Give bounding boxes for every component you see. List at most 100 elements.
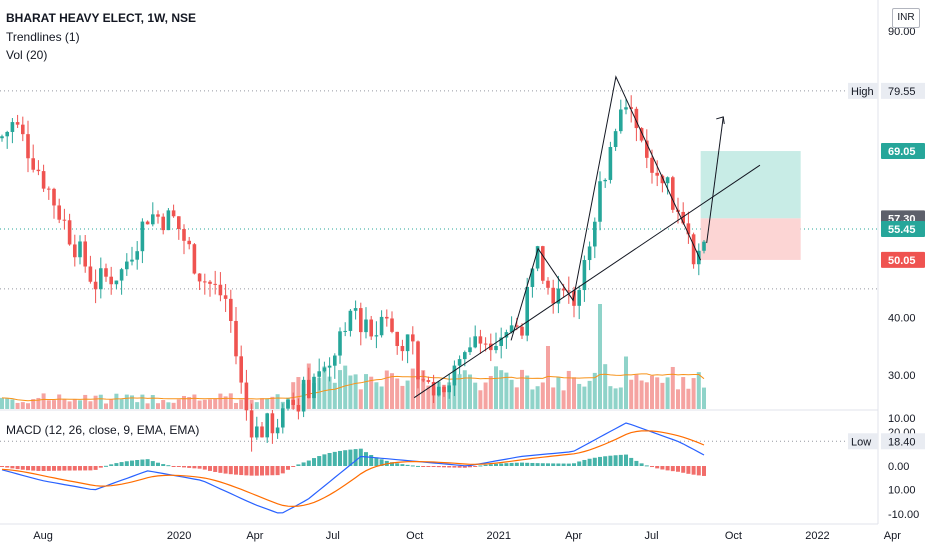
time-tick-label: Oct (406, 530, 423, 542)
macd-histogram-bar (603, 456, 608, 466)
macd-line (1, 422, 705, 514)
volume-bar (41, 393, 46, 409)
macd-histogram-bar (483, 464, 488, 466)
candle-body (660, 175, 665, 184)
candle-body (691, 234, 696, 265)
candle-body (665, 177, 670, 184)
candle-body (697, 250, 701, 265)
candle-body (291, 399, 295, 405)
candle-body (229, 298, 233, 321)
macd-pane (0, 422, 706, 514)
volume-bar (317, 377, 322, 409)
volume-bar (20, 402, 25, 409)
macd-histogram-bar (301, 462, 306, 466)
candle-body (244, 382, 249, 411)
macd-histogram-bar (478, 465, 483, 467)
volume-bar (676, 389, 680, 409)
macd-histogram-bar (655, 466, 660, 469)
volume-indicator-label[interactable]: Vol (20) (6, 48, 48, 62)
candle-body (0, 136, 4, 139)
macd-histogram-bar (109, 464, 114, 466)
candle-body (598, 181, 602, 222)
candle-body (416, 341, 420, 380)
candle-body (587, 246, 592, 261)
macd-histogram-bar (431, 466, 436, 467)
candle-body (478, 336, 483, 344)
macd-indicator-label[interactable]: MACD (12, 26, close, 9, EMA, EMA) (6, 423, 200, 437)
candle-body (426, 380, 431, 382)
macd-histogram-bar (535, 463, 540, 466)
candle-body (265, 413, 269, 438)
macd-histogram-bar (114, 463, 119, 466)
macd-histogram-bar (46, 466, 51, 471)
macd-histogram-bar (57, 466, 62, 471)
candle-body (322, 367, 327, 372)
candle-body (473, 336, 477, 348)
volume-bar (577, 383, 582, 409)
candle-body (338, 331, 342, 356)
macd-histogram-bar (244, 466, 249, 476)
volume-bar (135, 402, 140, 409)
volume-bar (582, 386, 587, 409)
volume-bar (421, 370, 426, 409)
volume-bar (192, 394, 197, 409)
candle-body (405, 334, 410, 352)
arrow-head (716, 116, 725, 125)
macd-histogram-bar (312, 458, 316, 466)
symbol-title[interactable]: BHARAT HEAVY ELECT, 1W, NSE (6, 11, 197, 25)
macd-histogram-bar (239, 466, 244, 476)
candle-body (213, 283, 217, 285)
position-zones[interactable] (700, 151, 801, 260)
volume-bar (213, 398, 218, 409)
macd-histogram-bar (124, 461, 129, 466)
candle-body (457, 359, 462, 366)
volume-bar (364, 374, 368, 409)
volume-bar (561, 390, 566, 409)
volume-bar (10, 399, 15, 409)
macd-histogram-bar (473, 466, 478, 467)
volume-bar (62, 399, 67, 409)
candle-body (639, 128, 644, 141)
volume-bar (410, 368, 415, 409)
volume-bar (156, 403, 160, 409)
volume-bar (426, 385, 431, 409)
volume-bar (270, 396, 275, 409)
candle-body (99, 268, 103, 290)
trendlines-indicator-label[interactable]: Trendlines (1) (6, 30, 80, 44)
stop-price-badge: 50.05 (888, 255, 916, 267)
macd-histogram-bar (348, 449, 353, 466)
candle-body (333, 355, 337, 366)
volume-bar (218, 393, 223, 409)
macd-histogram-bar (546, 463, 550, 466)
macd-histogram-bar (416, 465, 420, 467)
low-label-bg (848, 433, 878, 450)
time-tick-label: Apr (565, 530, 582, 542)
price-tick-label: 90.00 (888, 26, 916, 38)
volume-bar (72, 399, 77, 409)
price-axis[interactable]: 90.0050.0040.0030.0020.0010.0010.000.00-… (848, 26, 925, 521)
volume-bar (31, 399, 36, 409)
macd-histogram-bar (260, 466, 264, 476)
candle-body (379, 316, 384, 336)
macd-histogram-bar (145, 459, 150, 466)
volume-bar (109, 399, 114, 409)
candle-body (286, 399, 290, 409)
volume-bars (0, 304, 706, 409)
volume-bar (509, 379, 514, 409)
currency-button[interactable]: INR (892, 8, 920, 28)
candle-body (130, 259, 134, 262)
volume-bar (530, 389, 535, 409)
candle-body (145, 221, 150, 225)
macd-histogram-bar (353, 449, 358, 466)
trendlines[interactable] (413, 75, 761, 399)
candle-body (234, 320, 238, 357)
time-axis[interactable]: Aug 2020 Apr Jul Oct 2021 Apr Jul Oct 2022 Apr (33, 530, 901, 542)
candle-body (249, 410, 254, 438)
candle-body (374, 335, 379, 337)
macd-histogram-bar (36, 466, 41, 471)
volume-bar (296, 377, 301, 409)
volume-bar (670, 366, 675, 409)
stop-price-badge-bg (881, 251, 925, 268)
volume-bar (197, 400, 202, 409)
